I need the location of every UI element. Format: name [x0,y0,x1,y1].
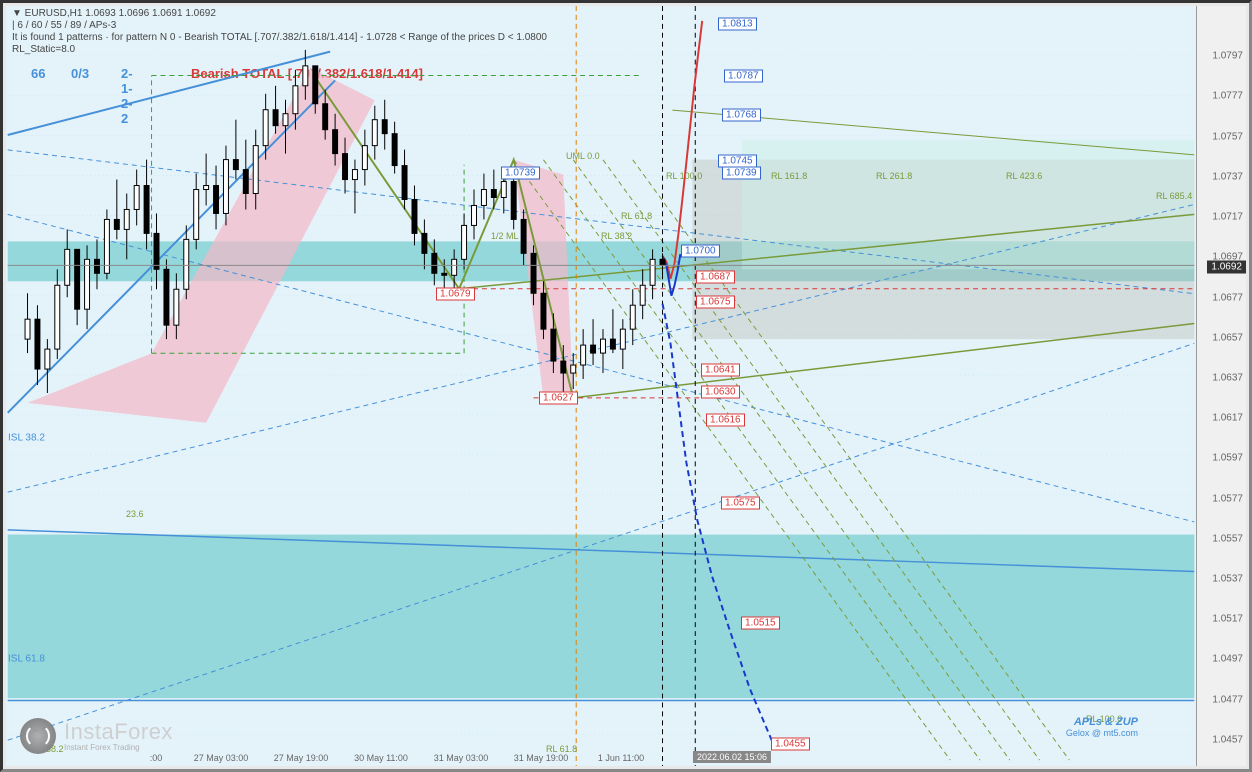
price-label: 1.0630 [701,386,740,399]
price-label: 1.0515 [741,617,780,630]
price-label: 1.0679 [436,287,475,300]
y-tick: 1.0517 [1212,614,1243,625]
credits-main: APLs & ZUP [1066,716,1138,728]
x-tick: 30 May 11:00 [354,753,408,763]
price-label: 1.0575 [721,496,760,509]
y-tick: 1.0797 [1212,51,1243,62]
y-tick: 1.0777 [1212,91,1243,102]
price-label: 1.0768 [722,108,761,121]
price-label: 1.0739 [501,166,540,179]
y-tick: 1.0617 [1212,413,1243,424]
price-label: 1.0687 [696,271,735,284]
y-tick: 1.0757 [1212,131,1243,142]
rl-label: 23.6 [126,509,144,519]
price-label: 1.0813 [718,18,757,31]
price-label: 1.0739 [722,166,761,179]
rl-label: 1/2 ML [491,231,519,241]
rl-label: RL 100.0 [666,171,702,181]
y-tick: 1.0557 [1212,533,1243,544]
rl-label: RL 61.8 [621,211,652,221]
x-tick: 1 Jun 11:00 [598,753,644,763]
y-tick: 1.0657 [1212,332,1243,343]
y-tick: 1.0577 [1212,493,1243,504]
rl-label: RL 685.4 [1156,191,1192,201]
price-label: 1.0787 [724,70,763,83]
y-axis: 1.07971.07771.07571.07371.07171.06971.06… [1196,6,1246,766]
price-label: 1.0700 [681,245,720,258]
y-tick: 1.0537 [1212,573,1243,584]
rl-label: UML 0.0 [566,151,600,161]
credits-sub: Gelox @ mt5.com [1066,728,1138,738]
chart-svg [6,6,1196,766]
rl-label: RL 261.8 [876,171,912,181]
current-price-marker: 1.0692 [1207,261,1246,274]
rl-label: RL 161.8 [771,171,807,181]
price-label: 1.0627 [539,392,578,405]
x-tick-current: 2022.06.02 15:06 [693,751,771,763]
price-label: 1.0745 [718,154,757,167]
x-tick: :00 [150,753,163,763]
x-tick: 31 May 03:00 [434,753,489,763]
credits: APLs & ZUP Gelox @ mt5.com [1066,716,1138,738]
isl-label: ISL 61.8 [8,654,45,665]
y-tick: 1.0677 [1212,292,1243,303]
y-tick: 1.0477 [1212,694,1243,705]
y-tick: 1.0737 [1212,171,1243,182]
x-tick: 27 May 19:00 [274,753,329,763]
x-tick: 31 May 19:00 [514,753,569,763]
price-label: 1.0616 [706,414,745,427]
isl-label: ISL 38.2 [8,433,45,444]
chart-container: ▼ EURUSD,H1 1.0693 1.0696 1.0691 1.0692 … [6,6,1246,766]
price-label: 1.0675 [696,295,735,308]
price-label: 1.0641 [701,363,740,376]
y-tick: 1.0597 [1212,453,1243,464]
y-tick: 1.0637 [1212,372,1243,383]
rl-label: RL 423.6 [1006,171,1042,181]
chart-plot-area[interactable]: ▼ EURUSD,H1 1.0693 1.0696 1.0691 1.0692 … [6,6,1196,766]
y-tick: 1.0717 [1212,212,1243,223]
x-tick: 27 May 03:00 [194,753,249,763]
rl-label: RL 38.2 [601,231,632,241]
x-axis: :00 27 May 03:00 27 May 19:00 30 May 11:00 3… [6,747,1146,763]
y-tick: 1.0497 [1212,654,1243,665]
logo-text: InstaForex [64,721,173,743]
y-tick: 1.0457 [1212,734,1243,745]
